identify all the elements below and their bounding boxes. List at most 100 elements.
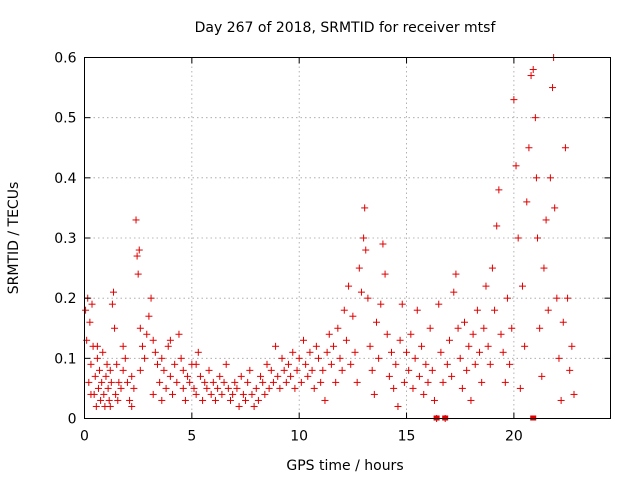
- data-point: [130, 384, 138, 392]
- data-point: [302, 360, 310, 368]
- data-point: [278, 354, 286, 362]
- data-point: [222, 360, 230, 368]
- data-point: [297, 378, 305, 386]
- ticks-layer: 0 5 10 15 20 0 0.1 0.2 0.3 0.4 0.5 0.6: [54, 51, 611, 445]
- data-point: [508, 324, 516, 332]
- y-tick-label: 0.3: [54, 231, 76, 247]
- data-point: [557, 396, 565, 404]
- data-point: [486, 360, 494, 368]
- data-point: [437, 348, 445, 356]
- data-point: [199, 396, 207, 404]
- y-tick-label: 0.2: [54, 291, 76, 307]
- data-point: [171, 360, 179, 368]
- data-point: [184, 372, 192, 380]
- data-point: [166, 372, 174, 380]
- y-axis-label: SRMTID / TECUs: [6, 182, 22, 295]
- data-point: [527, 72, 535, 80]
- data-point: [411, 354, 419, 362]
- data-point: [93, 342, 101, 350]
- data-point: [132, 216, 140, 224]
- data-point: [510, 96, 518, 104]
- data-point: [368, 366, 376, 374]
- data-point: [332, 378, 340, 386]
- data-point: [473, 306, 481, 314]
- data-point: [340, 306, 348, 314]
- data-point: [102, 372, 110, 380]
- data-point: [114, 396, 122, 404]
- data-point: [325, 330, 333, 338]
- data-point: [555, 354, 563, 362]
- data-point: [538, 372, 546, 380]
- data-point: [192, 360, 200, 368]
- data-point: [134, 270, 142, 278]
- data-point: [224, 384, 232, 392]
- data-point: [115, 378, 123, 386]
- data-point: [175, 330, 183, 338]
- data-point: [360, 234, 368, 242]
- data-point: [516, 384, 524, 392]
- data-point: [559, 318, 567, 326]
- data-point: [478, 378, 486, 386]
- data-point: [136, 324, 144, 332]
- data-point: [445, 336, 453, 344]
- data-point: [493, 222, 501, 230]
- data-point: [113, 360, 121, 368]
- data-point: [274, 372, 282, 380]
- data-point: [205, 366, 213, 374]
- data-point: [293, 366, 301, 374]
- data-point: [317, 378, 325, 386]
- data-point: [345, 282, 353, 290]
- data-point: [119, 342, 127, 350]
- data-point: [149, 336, 157, 344]
- data-point: [452, 270, 460, 278]
- data-point: [484, 342, 492, 350]
- data-point: [87, 360, 95, 368]
- data-point: [482, 282, 490, 290]
- data-point: [383, 330, 391, 338]
- data-point: [143, 330, 151, 338]
- data-point: [244, 378, 252, 386]
- data-point: [319, 366, 327, 374]
- data-point: [409, 384, 417, 392]
- data-point: [379, 240, 387, 248]
- data-point: [128, 402, 136, 410]
- data-point: [88, 300, 96, 308]
- data-point: [207, 390, 215, 398]
- data-point: [428, 366, 436, 374]
- data-point: [190, 384, 198, 392]
- data-point: [242, 396, 250, 404]
- data-point: [430, 396, 438, 404]
- data-point: [229, 390, 237, 398]
- data-point: [108, 300, 116, 308]
- data-point: [179, 366, 187, 374]
- data-point: [514, 234, 522, 242]
- data-point: [456, 354, 464, 362]
- data-point: [375, 354, 383, 362]
- data-point: [257, 372, 265, 380]
- data-point: [525, 144, 533, 152]
- y-tick-label: 0.6: [54, 51, 76, 67]
- data-point: [123, 378, 131, 386]
- data-point: [392, 360, 400, 368]
- data-point: [220, 378, 228, 386]
- data-point: [248, 390, 256, 398]
- data-point: [469, 330, 477, 338]
- data-point: [327, 360, 335, 368]
- data-point: [128, 372, 136, 380]
- data-point: [92, 402, 100, 410]
- data-point: [284, 360, 292, 368]
- grid-layer: [84, 57, 611, 419]
- data-point: [542, 216, 550, 224]
- data-point: [160, 366, 168, 374]
- data-point: [94, 384, 102, 392]
- data-point: [394, 402, 402, 410]
- chart-title: Day 267 of 2018, SRMTID for receiver mts…: [195, 20, 497, 36]
- data-point: [149, 390, 157, 398]
- data-point: [226, 396, 234, 404]
- data-point: [304, 372, 312, 380]
- data-point: [162, 384, 170, 392]
- data-point: [111, 324, 119, 332]
- data-point: [471, 360, 479, 368]
- data-point: [566, 366, 574, 374]
